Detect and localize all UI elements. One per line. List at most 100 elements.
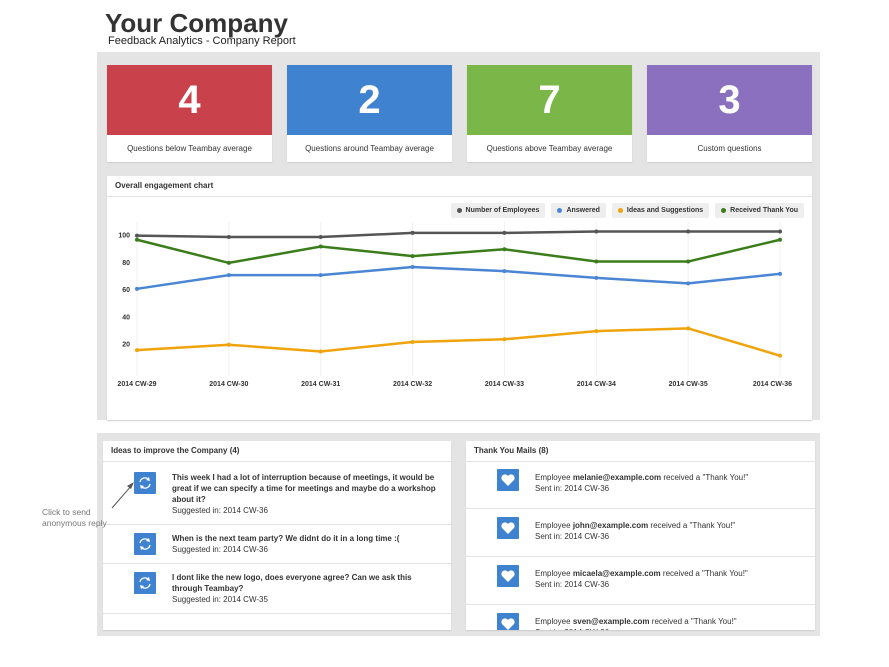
annotation-arrow: [111, 482, 134, 509]
idea-item: I dont like the new logo, does everyone …: [103, 564, 451, 614]
idea-text: This week I had a lot of interruption be…: [172, 473, 436, 504]
stat-label: Questions below Teambay average: [127, 144, 252, 153]
thanks-email: micaela@example.com: [572, 569, 661, 578]
thanks-email: john@example.com: [572, 521, 649, 530]
x-tick-label: 2014 CW-29: [117, 381, 156, 388]
heart-icon: [497, 469, 519, 491]
heart: [501, 474, 515, 486]
y-tick-label: 40: [122, 314, 130, 321]
x-tick-label: 2014 CW-32: [393, 381, 432, 388]
y-tick-label: 60: [122, 287, 130, 294]
thanks-suffix: received a "Thank You!": [651, 617, 737, 626]
ideas-panel: Ideas to improve the Company (4) This we…: [103, 441, 451, 630]
point: [318, 349, 323, 354]
heart: [501, 522, 515, 534]
subtitle: Feedback Analytics - Company Report: [108, 35, 296, 47]
chart-title: Overall engagement chart: [107, 176, 812, 197]
point: [594, 329, 599, 334]
idea-suggested: Suggested in: 2014 CW-36: [172, 506, 268, 515]
idea-suggested: Suggested in: 2014 CW-35: [172, 595, 268, 604]
thanks-content: Employee john@example.com received a "Th…: [535, 517, 735, 548]
y-tick-label: 100: [118, 232, 130, 239]
point: [226, 260, 231, 265]
heart-icon: [497, 517, 519, 539]
heart-icon: [497, 565, 519, 587]
point: [778, 353, 782, 358]
thanks-content: Employee sven@example.com received a "Th…: [535, 613, 737, 630]
thanks-prefix: Employee: [535, 617, 571, 626]
idea-item: This week I had a lot of interruption be…: [103, 462, 451, 525]
point: [502, 269, 507, 274]
legend-label: Ideas and Suggestions: [626, 207, 704, 214]
idea-text: I dont like the new logo, does everyone …: [172, 573, 412, 593]
stat-card: 2 Questions around Teambay average: [287, 65, 452, 162]
stat-card: 7 Questions above Teambay average: [467, 65, 632, 162]
idea-item: When is the next team party? We didnt do…: [103, 525, 451, 564]
heart-icon: [497, 613, 519, 630]
point: [594, 259, 599, 264]
legend-label: Received Thank You: [730, 207, 798, 214]
thanks-prefix: Employee: [535, 473, 571, 482]
point: [410, 254, 415, 259]
thanks-item: Employee melanie@example.com received a …: [466, 462, 815, 509]
stat-card: 4 Questions below Teambay average: [107, 65, 272, 162]
legend-item: Received Thank You: [715, 203, 804, 218]
ideas-title: Ideas to improve the Company (4): [103, 441, 451, 462]
legend: Number of Employees Answered Ideas and Sug…: [450, 203, 804, 218]
thanks-title: Thank You Mails (8): [466, 441, 815, 462]
point: [226, 273, 231, 278]
idea-content: This week I had a lot of interruption be…: [172, 472, 441, 516]
thanks-list: Employee melanie@example.com received a …: [466, 462, 815, 630]
thanks-line: Employee melanie@example.com received a …: [535, 472, 748, 483]
legend-swatch: [456, 208, 462, 213]
legend-label: Answered: [566, 207, 600, 214]
point: [318, 235, 323, 239]
thanks-suffix: received a "Thank You!": [663, 473, 749, 482]
idea-text: When is the next team party? We didnt do…: [172, 534, 400, 543]
point: [226, 235, 231, 239]
reply-button[interactable]: [134, 533, 156, 555]
refresh-icon: [139, 538, 151, 550]
stat-value: 4: [107, 65, 272, 135]
thanks-email: sven@example.com: [572, 617, 650, 626]
point: [686, 229, 691, 234]
point: [410, 265, 415, 269]
thanks-sent: Sent in: 2014 CW-36: [535, 484, 610, 493]
legend-swatch: [557, 208, 563, 213]
point: [778, 229, 782, 234]
legend-item: Answered: [551, 203, 606, 218]
point: [135, 348, 139, 353]
thanks-item: Employee sven@example.com received a "Th…: [466, 605, 815, 630]
point: [502, 247, 507, 252]
heart: [501, 570, 515, 582]
idea-suggested: Suggested in: 2014 CW-36: [172, 545, 268, 554]
x-tick-label: 2014 CW-31: [301, 381, 340, 388]
thanks-sent: Sent in: 2014 CW-36: [535, 580, 610, 589]
point: [135, 237, 139, 242]
stat-value: 3: [647, 65, 812, 135]
point: [594, 275, 599, 280]
point: [135, 233, 139, 238]
reply-button[interactable]: [134, 472, 156, 494]
stat-label: Questions above Teambay average: [486, 144, 613, 153]
point: [686, 259, 691, 264]
point: [686, 281, 691, 286]
refresh-icon: [139, 577, 151, 589]
idea-content: When is the next team party? We didnt do…: [172, 533, 399, 555]
thanks-panel: Thank You Mails (8) Employee melanie@exa…: [466, 441, 815, 630]
point: [778, 237, 782, 242]
point: [226, 342, 231, 347]
line: [136, 238, 781, 265]
x-tick-label: 2014 CW-36: [753, 381, 792, 388]
x-tick-label: 2014 CW-34: [577, 381, 616, 388]
point: [410, 230, 415, 235]
reply-button[interactable]: [134, 572, 156, 594]
point: [594, 229, 599, 234]
thanks-email: melanie@example.com: [572, 473, 662, 482]
annotation: Click to send anonymous reply: [42, 507, 107, 528]
point: [318, 273, 323, 278]
point: [502, 337, 507, 342]
legend-swatch: [721, 208, 727, 213]
point: [502, 230, 507, 235]
stat-value: 2: [287, 65, 452, 135]
